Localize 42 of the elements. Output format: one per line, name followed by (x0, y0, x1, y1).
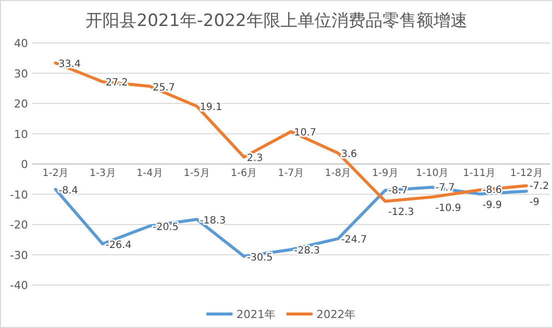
data-label: 10.7 (294, 128, 316, 139)
data-label: -18.3 (200, 215, 226, 226)
title: 开阳县2021年-2022年限上单位消费品零售额增速 (86, 11, 468, 31)
x-tick-label: 1-12月 (510, 168, 543, 179)
x-tick-label: 1-6月 (230, 168, 258, 179)
y-tick-label: 0 (21, 158, 28, 171)
legend-label: 2021年 (236, 308, 276, 321)
x-tick-label: 1-4月 (136, 168, 163, 179)
x-tick-label: 1-2月 (42, 168, 69, 179)
y-tick-label: -20 (10, 218, 28, 232)
y-tick-label: -10 (10, 188, 28, 202)
x-tick-label: 1-5月 (184, 168, 210, 179)
data-label: -30.5 (246, 252, 273, 264)
data-label: 3.6 (341, 149, 357, 160)
data-label: -20.5 (152, 222, 179, 234)
data-label: 2.3 (246, 153, 263, 164)
x-tick-label: 1-9月 (372, 168, 398, 179)
data-label: -26.4 (106, 240, 132, 251)
y-tick-label: 30 (14, 67, 28, 80)
x-tick-label: 1-11月 (463, 168, 496, 179)
x-tick-label: 1-7月 (278, 168, 304, 179)
data-label: -24.7 (341, 234, 367, 246)
data-label: -8.4 (58, 185, 78, 196)
data-label: -7.2 (529, 180, 549, 192)
data-label: 19.1 (200, 102, 222, 114)
data-label: -9.9 (482, 200, 502, 211)
x-tick-label: 1-8月 (324, 168, 352, 179)
x-tick-label: 1-3月 (89, 168, 116, 179)
data-label: -9 (529, 197, 540, 208)
y-tick-label: -40 (10, 279, 28, 292)
data-label: -10.9 (435, 202, 462, 214)
y-tick-label: 20 (14, 98, 28, 110)
y-tick-label: 40 (14, 37, 28, 50)
data-label: 33.4 (58, 58, 81, 70)
data-label: 25.7 (152, 82, 175, 94)
y-tick-label: 10 (14, 128, 28, 141)
data-label: -12.3 (388, 207, 414, 218)
legend-label: 2022年 (316, 308, 356, 321)
x-tick-label: 1-10月 (416, 168, 449, 179)
y-tick-label: -30 (10, 248, 28, 262)
data-label: -28.3 (294, 246, 320, 257)
data-label: -8.6 (482, 185, 502, 196)
